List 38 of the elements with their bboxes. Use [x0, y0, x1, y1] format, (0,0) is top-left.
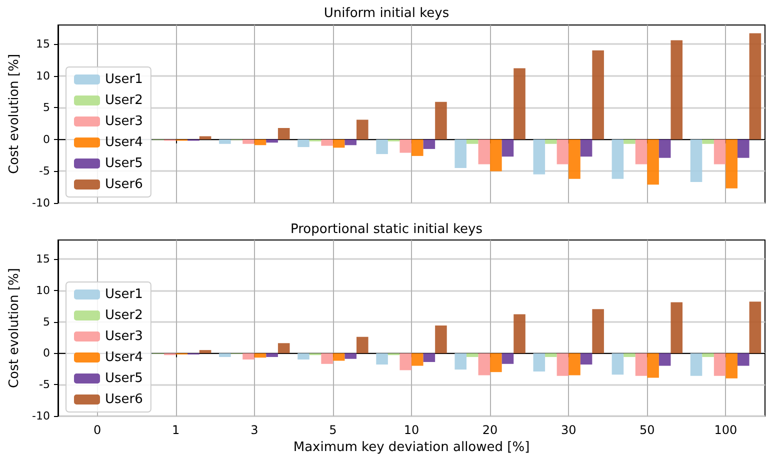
x-tick-label: 3: [250, 423, 258, 438]
y-tick-label: -5: [39, 378, 50, 392]
legend-label: User6: [105, 392, 143, 407]
legend-label: User1: [105, 287, 143, 302]
y-tick-label: 0: [43, 346, 50, 360]
y-tick-label: -10: [32, 196, 50, 210]
x-tick-label: 50: [640, 423, 655, 438]
y-tick-label: 5: [43, 315, 50, 328]
chart-title: Uniform initial keys: [324, 6, 450, 21]
legend-label: User2: [105, 308, 143, 323]
y-tick-label: -10: [32, 410, 50, 423]
x-axis-title: Maximum key deviation allowed [%]: [293, 440, 530, 455]
legend-label: User2: [105, 93, 143, 108]
legend-label: User3: [105, 329, 143, 344]
legend-label: User4: [105, 135, 143, 150]
y-tick-label: 15: [36, 38, 50, 51]
x-tick-label: 100: [714, 423, 738, 438]
y-axis-title: Cost evolution [%]: [7, 268, 22, 388]
chart-title: Proportional static initial keys: [290, 222, 483, 237]
y-tick-label: 10: [36, 69, 50, 82]
legend-label: User6: [105, 177, 143, 192]
x-tick-label: 30: [560, 423, 576, 438]
x-tick-label: 20: [482, 423, 498, 438]
y-tick-label: 0: [43, 132, 50, 146]
y-tick-label: 10: [36, 284, 50, 297]
legend-label: User5: [105, 371, 143, 386]
x-tick-label: 10: [404, 423, 420, 438]
legend-label: User3: [105, 114, 143, 129]
y-tick-label: 15: [36, 252, 50, 266]
legend-label: User4: [105, 350, 143, 365]
y-tick-label: -5: [39, 164, 50, 178]
x-tick-label: 0: [93, 423, 102, 438]
legend-label: User1: [105, 72, 143, 87]
x-tick-label: 5: [329, 423, 337, 438]
y-axis-title: Cost evolution [%]: [7, 54, 22, 174]
y-tick-label: 5: [43, 101, 50, 114]
legend-label: User5: [105, 156, 143, 171]
x-tick-label: 1: [172, 423, 180, 438]
